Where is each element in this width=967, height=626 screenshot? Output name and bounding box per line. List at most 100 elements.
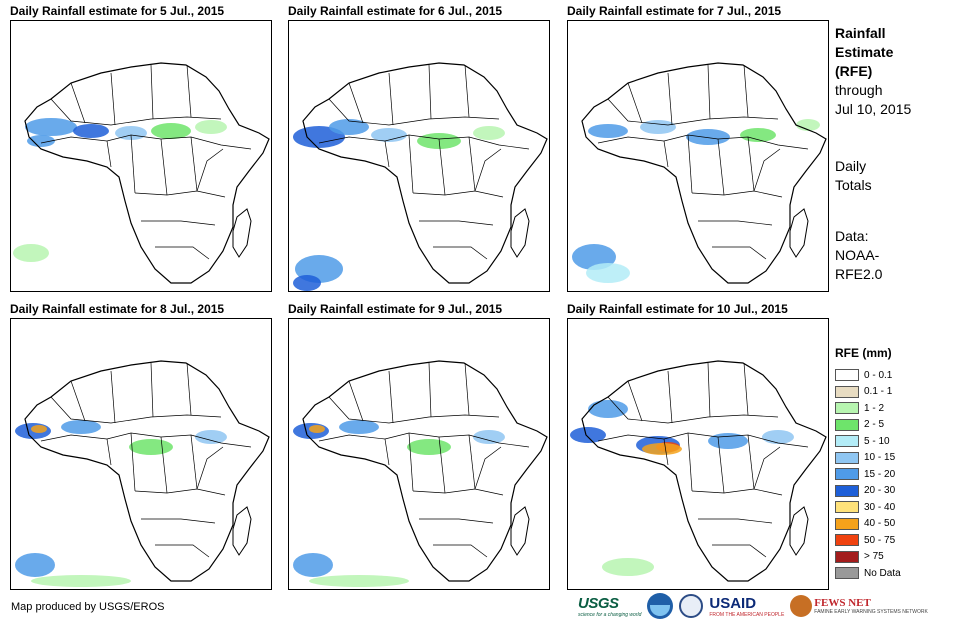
rainfall-area — [762, 430, 794, 444]
country-border — [717, 138, 725, 196]
legend-swatch — [835, 418, 859, 431]
rainfall-area — [473, 126, 505, 140]
country-border — [438, 138, 446, 196]
country-border — [110, 72, 116, 126]
country-border — [196, 148, 224, 192]
country-border — [707, 362, 711, 418]
rainfall-area — [61, 420, 101, 434]
country-border — [408, 134, 414, 194]
country-border — [160, 138, 168, 196]
rainfall-area — [570, 427, 606, 443]
country-border — [691, 488, 783, 496]
rainfall-area — [73, 124, 109, 138]
country-border — [687, 134, 693, 194]
legend-label: 1 - 2 — [864, 402, 885, 414]
partner-logos: USGS science for a changing world USAID … — [578, 593, 934, 619]
legend-swatch — [835, 534, 859, 547]
fewsnet-logo-tagline: FAMINE EARLY WARNING SYSTEMS NETWORK — [814, 609, 928, 615]
country-border — [747, 434, 755, 490]
sidebar-info: Rainfall Estimate (RFE) through Jul 10, … — [835, 24, 965, 284]
country-border — [134, 190, 226, 198]
country-border — [155, 246, 210, 260]
country-border — [134, 488, 226, 496]
madagascar-outline — [232, 208, 252, 258]
country-border — [753, 446, 781, 490]
country-border — [150, 362, 154, 418]
legend-label: 30 - 40 — [864, 501, 896, 513]
legend-item: 50 - 75 — [835, 532, 901, 549]
map-panel-title: Daily Rainfall estimate for 6 Jul., 2015 — [288, 4, 503, 18]
country-border — [438, 436, 446, 494]
rainfall-map — [288, 318, 550, 590]
map-svg — [570, 360, 827, 582]
fewsnet-logo-text: FEWS NET — [814, 597, 871, 609]
legend-item: 0.1 - 1 — [835, 384, 901, 401]
legend-label: No Data — [864, 567, 901, 579]
rainfall-area — [129, 439, 173, 455]
africa-coastline — [581, 62, 827, 284]
africa-coastline — [24, 360, 270, 582]
rainfall-map — [567, 20, 829, 292]
country-border — [433, 246, 488, 260]
country-border — [433, 544, 488, 558]
country-border — [196, 446, 224, 490]
legend-item: No Data — [835, 565, 901, 582]
legend-item: 10 - 15 — [835, 450, 901, 467]
madagascar-outline — [232, 506, 252, 556]
legend-swatch — [835, 484, 859, 497]
country-border — [667, 72, 673, 126]
country-border — [743, 362, 749, 416]
rainfall-area — [293, 275, 321, 291]
africa-coastline — [302, 360, 548, 582]
legend-swatch — [835, 501, 859, 514]
rainfall-area — [740, 128, 776, 142]
legend-swatch — [835, 385, 859, 398]
rainfall-area — [25, 118, 77, 136]
legend-swatch — [835, 550, 859, 563]
rainfall-area — [588, 400, 628, 418]
country-border — [607, 396, 779, 424]
map-panel-title: Daily Rainfall estimate for 5 Jul., 2015 — [10, 4, 225, 18]
legend-item: > 75 — [835, 549, 901, 566]
legend-item: 0 - 0.1 — [835, 367, 901, 384]
country-border — [141, 518, 216, 524]
country-border — [698, 518, 773, 524]
country-border — [130, 134, 136, 194]
country-border — [130, 432, 136, 492]
rainfall-area — [13, 244, 49, 262]
legend-item: 20 - 30 — [835, 483, 901, 500]
country-border — [190, 434, 198, 490]
fewsnet-globe-icon — [790, 595, 813, 617]
map-svg — [13, 62, 270, 284]
country-border — [40, 432, 252, 448]
usgs-logo-text: USGS — [578, 594, 619, 612]
map-panel-title: Daily Rainfall estimate for 8 Jul., 2015 — [10, 302, 225, 316]
country-border — [186, 64, 192, 118]
country-border — [160, 436, 168, 494]
country-border — [753, 148, 781, 192]
legend-label: 0 - 0.1 — [864, 369, 893, 381]
rainfall-area — [371, 128, 407, 142]
country-border — [712, 544, 767, 558]
legend-label: 5 - 10 — [864, 435, 890, 447]
country-border — [328, 396, 500, 424]
country-border — [412, 488, 504, 496]
noaa-emblem-icon — [647, 593, 674, 619]
country-border — [190, 136, 198, 192]
rainfall-area — [329, 119, 369, 135]
map-panel-title: Daily Rainfall estimate for 10 Jul., 201… — [567, 302, 788, 316]
country-border — [318, 432, 530, 448]
country-border — [747, 136, 755, 192]
rainfall-map — [567, 318, 829, 590]
country-border — [150, 64, 154, 120]
map-credit: Map produced by USGS/EROS — [11, 601, 165, 613]
country-border — [408, 432, 414, 492]
rainfall-area — [339, 420, 379, 434]
legend-item: 30 - 40 — [835, 499, 901, 516]
country-border — [712, 246, 767, 260]
legend-title: RFE (mm) — [835, 346, 892, 360]
map-svg — [293, 62, 548, 291]
country-border — [627, 82, 643, 124]
country-border — [428, 362, 432, 418]
country-border — [328, 98, 500, 126]
